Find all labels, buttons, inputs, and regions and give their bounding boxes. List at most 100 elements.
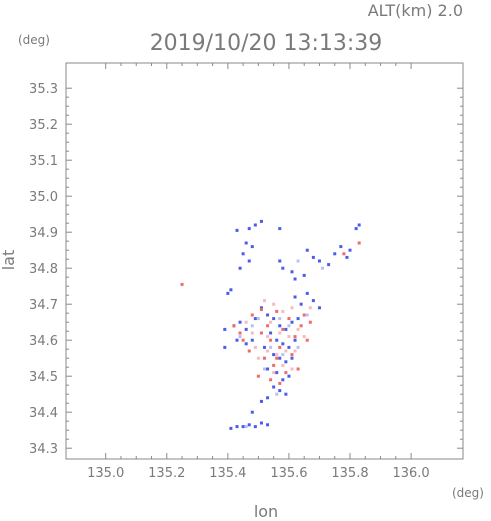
x-tick-label: 135.8 (331, 466, 368, 481)
echo-point (275, 338, 279, 342)
echo-point (299, 302, 303, 306)
echo-point (244, 327, 248, 331)
echo-point (311, 299, 315, 303)
echo-point (278, 259, 282, 263)
echo-point (302, 313, 306, 317)
echo-point (269, 320, 273, 324)
x-tick-label: 135.2 (148, 466, 185, 481)
echo-point (284, 327, 288, 331)
echo-point (272, 353, 276, 357)
echo-point (250, 338, 254, 342)
echo-point (281, 378, 285, 382)
y-tick-label: 34.5 (29, 370, 58, 385)
y-tick-label: 34.3 (29, 442, 58, 457)
echo-point (278, 389, 282, 393)
echo-point (266, 367, 270, 371)
echo-point (272, 371, 276, 375)
echo-point (272, 363, 276, 367)
echo-point (281, 363, 285, 367)
echo-point (333, 252, 337, 256)
echo-point (229, 426, 233, 430)
echo-point (244, 241, 248, 245)
echo-point (287, 345, 291, 349)
echo-point (235, 338, 239, 342)
echo-point (256, 317, 260, 321)
echo-point (259, 421, 263, 425)
echo-point (263, 356, 266, 360)
echo-point (238, 335, 242, 339)
echo-point (269, 331, 273, 335)
echo-point (253, 425, 257, 429)
echo-point (247, 259, 251, 263)
echo-point (247, 349, 251, 353)
echo-point (284, 360, 288, 364)
echo-point (339, 245, 343, 249)
echo-point (284, 371, 288, 375)
echo-point (290, 306, 294, 310)
echo-point (263, 299, 266, 303)
plot-frame (65, 62, 464, 460)
echo-point (275, 353, 279, 357)
echo-point (290, 320, 294, 324)
echo-point (317, 259, 321, 263)
echo-point (238, 320, 242, 324)
echo-point (238, 331, 242, 335)
echo-point (281, 309, 285, 313)
echo-point (275, 392, 279, 396)
y-tick-label: 35.2 (29, 118, 58, 133)
y-tick-label: 35.1 (29, 154, 58, 169)
echo-point (296, 345, 300, 349)
echo-point (305, 313, 309, 317)
echo-point (244, 342, 248, 346)
echo-point (259, 399, 263, 403)
echo-point (293, 335, 297, 339)
x-tick-label: 135.6 (270, 466, 307, 481)
echo-point (253, 223, 257, 227)
echo-point (253, 345, 257, 349)
x-tick-label: 136.0 (392, 466, 429, 481)
echo-point (278, 317, 282, 321)
echo-point (238, 266, 242, 270)
echo-point (250, 313, 254, 317)
echo-point (244, 425, 248, 429)
y-axis-label: lat (0, 250, 18, 271)
echo-point (302, 273, 306, 277)
y-tick-label: 34.7 (29, 298, 58, 313)
echo-point (180, 282, 184, 286)
echo-point (266, 396, 270, 400)
echo-point (266, 349, 270, 353)
echo-point (287, 374, 291, 378)
echo-point (256, 374, 260, 378)
echo-point (269, 338, 273, 342)
echo-point (259, 219, 263, 223)
echo-point (269, 345, 273, 349)
echo-point (272, 385, 276, 389)
echo-points (180, 219, 361, 430)
echo-point (241, 252, 245, 256)
echo-point (290, 270, 294, 274)
echo-point (290, 356, 294, 360)
echo-point (357, 223, 361, 227)
echo-point (278, 381, 282, 385)
echo-point (281, 353, 285, 357)
echo-point (302, 335, 306, 339)
echo-point (278, 331, 282, 335)
echo-point (296, 327, 300, 331)
echo-point (293, 349, 297, 353)
echo-point (235, 425, 239, 429)
echo-point (263, 367, 266, 371)
echo-point (345, 255, 349, 259)
x-tick-label: 135.0 (87, 466, 124, 481)
echo-point (232, 324, 236, 328)
x-axis-label: lon (254, 502, 278, 521)
y-tick-label: 34.9 (29, 226, 58, 241)
y-tick-label: 34.6 (29, 334, 58, 349)
echo-point (266, 313, 270, 317)
echo-point (317, 306, 321, 310)
echo-point (281, 342, 285, 346)
echo-point (296, 317, 300, 321)
echo-point (247, 227, 251, 231)
x-tick-label: 135.4 (209, 466, 246, 481)
echo-point (293, 338, 297, 342)
